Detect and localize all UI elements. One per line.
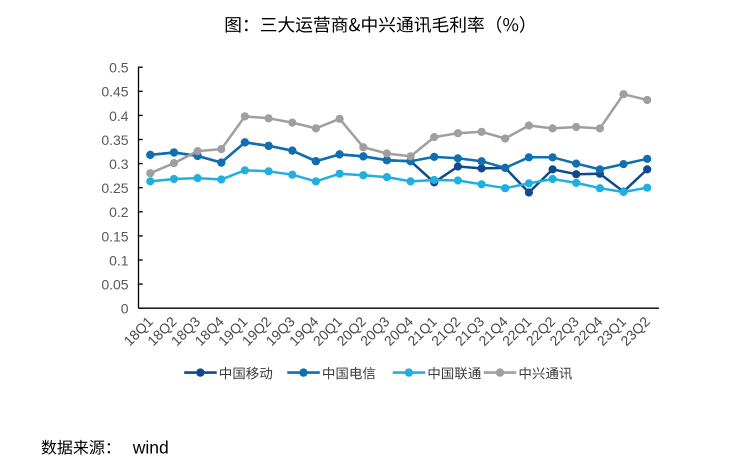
svg-text:0.4: 0.4 bbox=[109, 108, 129, 124]
svg-text:0.15: 0.15 bbox=[101, 228, 128, 244]
svg-text:0.3: 0.3 bbox=[109, 156, 129, 172]
svg-text:wind: wind bbox=[132, 437, 169, 457]
svg-text:0: 0 bbox=[121, 301, 129, 317]
svg-text:0.1: 0.1 bbox=[109, 252, 129, 268]
svg-text:0.45: 0.45 bbox=[101, 84, 128, 100]
svg-text:0.35: 0.35 bbox=[101, 132, 128, 148]
svg-text:0.25: 0.25 bbox=[101, 180, 128, 196]
svg-text:0.2: 0.2 bbox=[109, 204, 129, 220]
svg-text:0.5: 0.5 bbox=[109, 60, 129, 76]
svg-text:0.05: 0.05 bbox=[101, 277, 128, 293]
